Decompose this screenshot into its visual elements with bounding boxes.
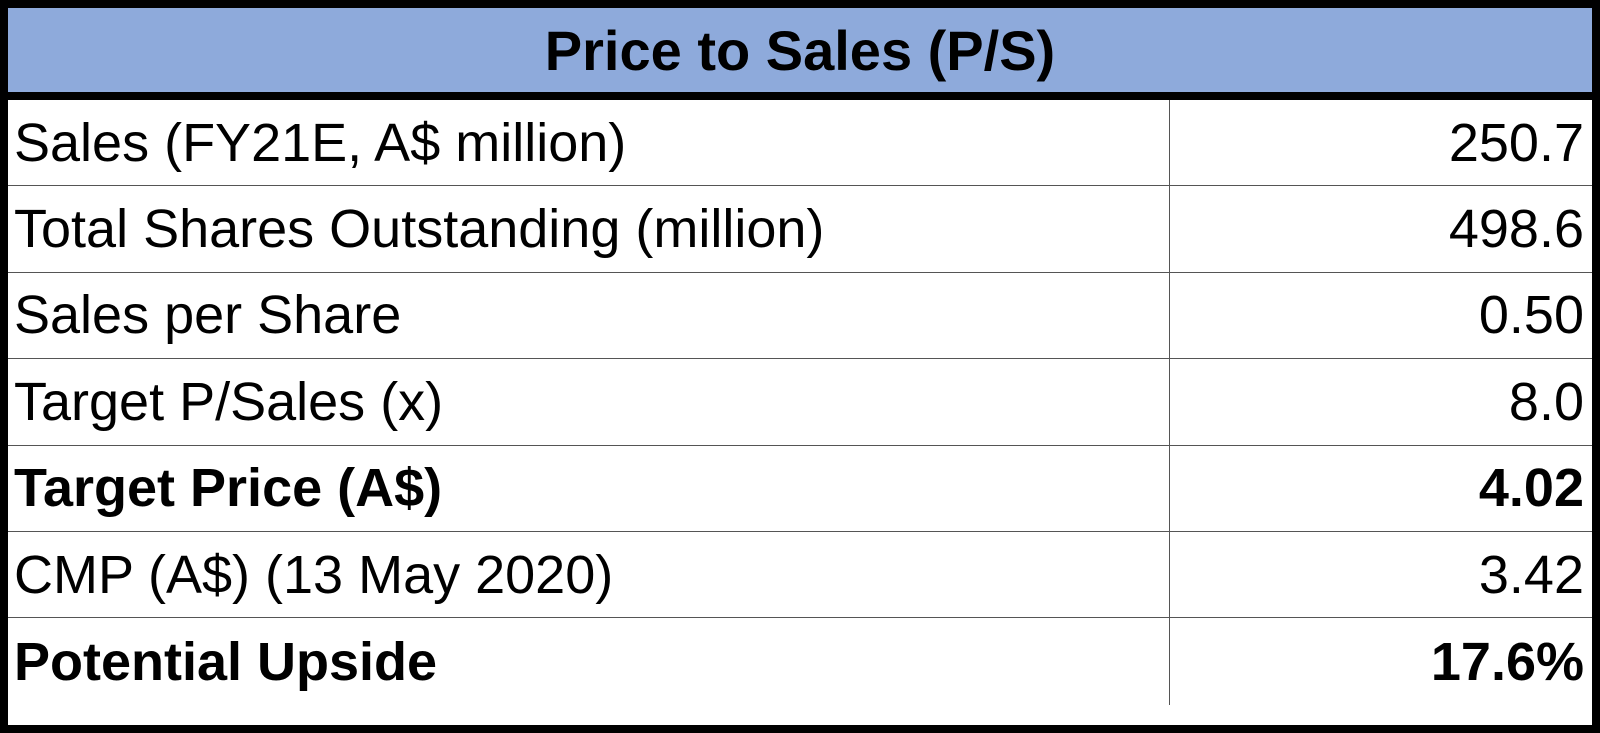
row-label: Potential Upside: [8, 618, 1170, 705]
table-row: Target Price (A$) 4.02: [8, 445, 1592, 532]
table-body: Sales (FY21E, A$ million) 250.7 Total Shar…: [8, 100, 1592, 705]
row-label: Target P/Sales (x): [8, 359, 1170, 445]
row-value: 4.02: [1478, 458, 1584, 519]
row-label: Sales per Share: [8, 272, 1170, 359]
row-value: 0.50: [1478, 285, 1584, 346]
row-label: Target Price (A$): [8, 445, 1170, 531]
row-label: Total Shares Outstanding (million): [8, 186, 1170, 272]
table-title: Price to Sales (P/S): [8, 8, 1592, 100]
row-value: 8.0: [1508, 371, 1584, 432]
row-value: 17.6%: [1430, 631, 1584, 692]
table-row: Potential Upside 17.6%: [8, 618, 1592, 705]
row-label: Sales (FY21E, A$ million): [8, 100, 1170, 186]
table-row: CMP (A$) (13 May 2020) 3.42: [8, 531, 1592, 619]
table-row: Sales per Share 0.50: [8, 272, 1592, 360]
table-row: Sales (FY21E, A$ million) 250.7: [8, 100, 1592, 187]
row-label: CMP (A$) (13 May 2020): [8, 531, 1170, 618]
table-row: Target P/Sales (x) 8.0: [8, 359, 1592, 446]
table-row: Total Shares Outstanding (million) 498.6: [8, 186, 1592, 273]
row-value: 3.42: [1478, 544, 1584, 605]
row-value: 498.6: [1448, 199, 1584, 260]
row-value: 250.7: [1448, 112, 1584, 173]
